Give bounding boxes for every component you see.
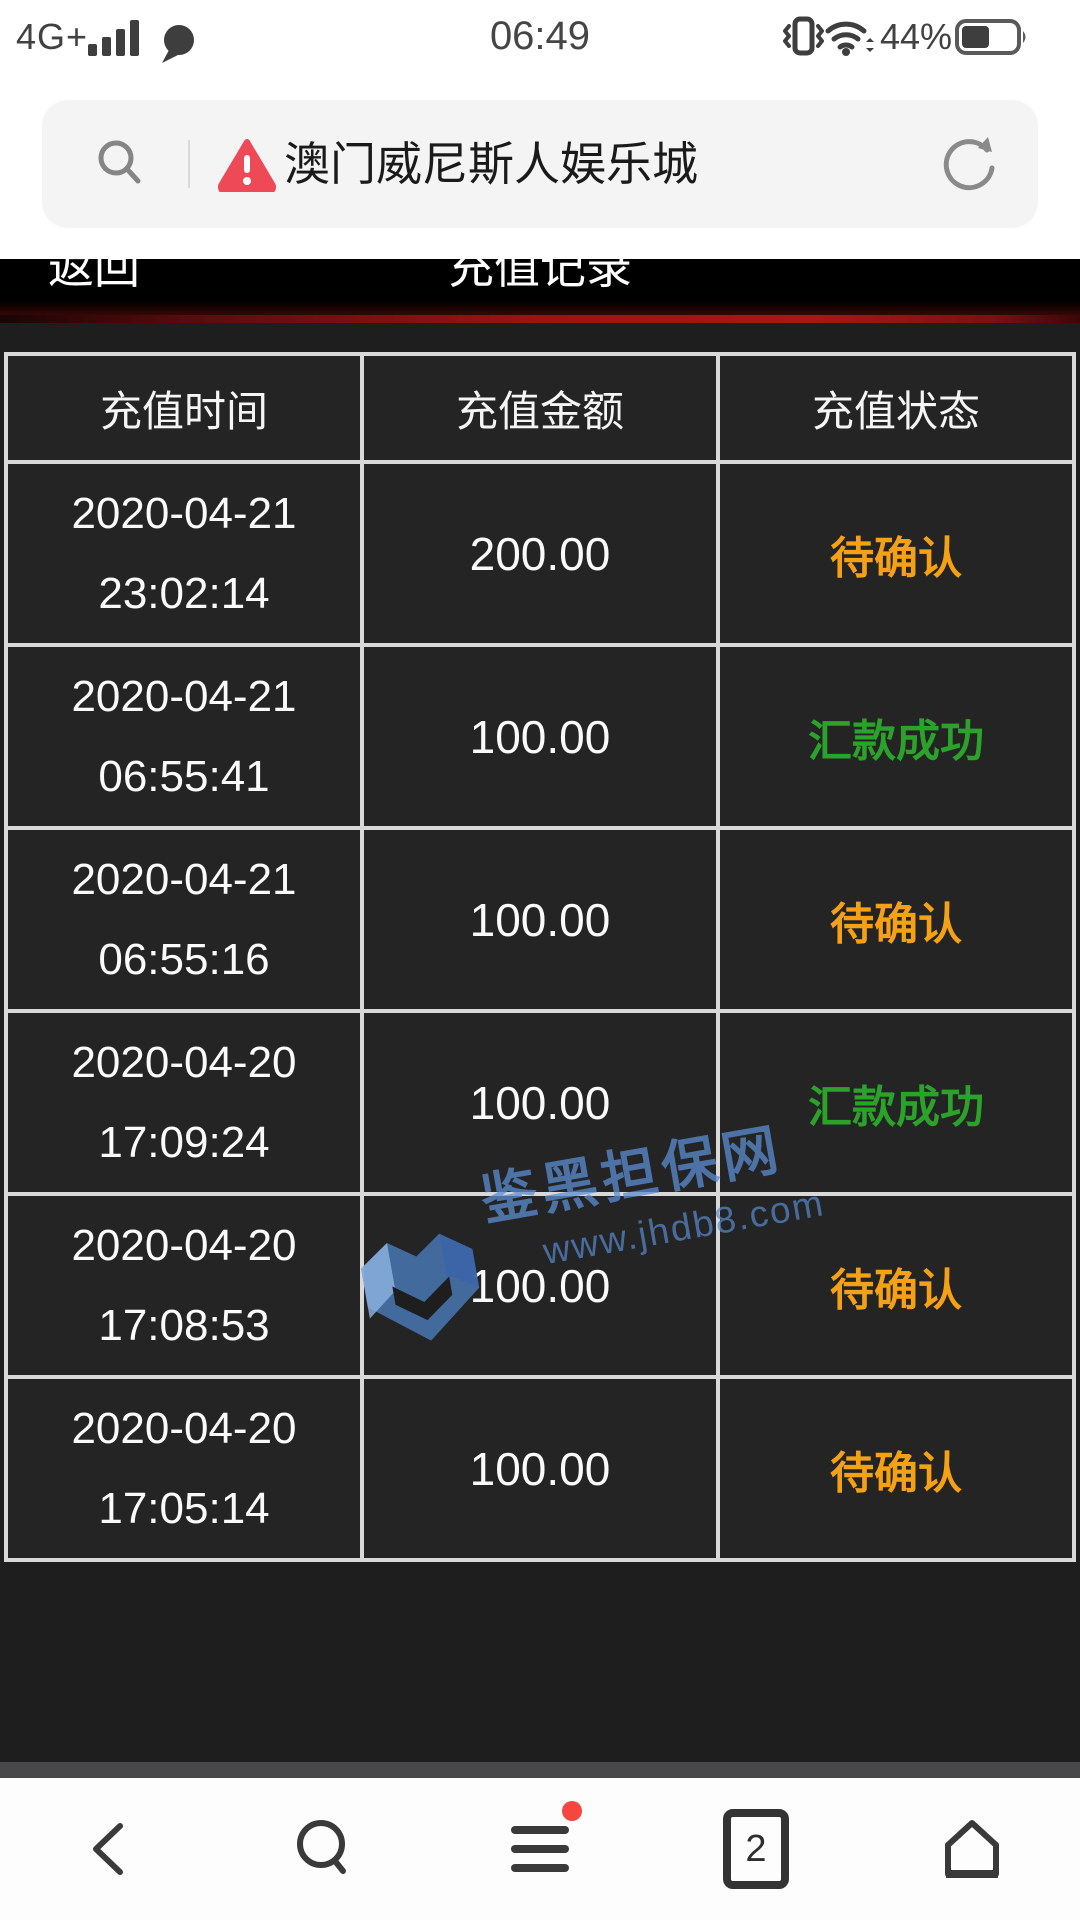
- recharge-date: 2020-04-21: [71, 671, 297, 721]
- table-row: 2020-04-21 06:55:16 100.00 待确认: [4, 826, 1076, 1013]
- status-badge: 汇款成功: [808, 1082, 984, 1132]
- header-accent-line: [0, 315, 1080, 323]
- table-row: 2020-04-20 17:05:14 100.00 待确认: [4, 1375, 1076, 1562]
- recharge-time: 17:05:14: [98, 1483, 270, 1533]
- recharge-date: 2020-04-20: [71, 1403, 297, 1453]
- recharge-amount: 100.00: [360, 1375, 720, 1562]
- site-header: 返回 充值记录: [0, 259, 1080, 315]
- home-icon: [945, 1820, 999, 1878]
- page-url-title: 澳门威尼斯人娱乐城: [284, 138, 698, 190]
- message-bubble-icon: [162, 25, 194, 63]
- recharge-time: 23:02:14: [98, 568, 270, 618]
- search-icon: [98, 140, 141, 184]
- network-type-label: 4G+: [16, 16, 89, 57]
- wifi-icon: [825, 21, 874, 56]
- browser-nav-bar: 2: [0, 1778, 1080, 1920]
- table-row: 2020-04-20 17:09:24 100.00 汇款成功: [4, 1009, 1076, 1196]
- recharge-date: 2020-04-21: [71, 488, 297, 538]
- battery-icon: [955, 19, 1026, 55]
- table-header-row: 充值时间 充值金额 充值状态: [4, 352, 1076, 464]
- recharge-amount: 100.00: [360, 1192, 720, 1379]
- battery-percent-label: 44%: [880, 16, 953, 57]
- column-header-time: 充值时间: [4, 352, 364, 464]
- page-title: 充值记录: [448, 259, 632, 293]
- recharge-amount: 100.00: [360, 643, 720, 830]
- nav-search-button[interactable]: [264, 1799, 384, 1899]
- status-badge: 待确认: [830, 899, 962, 949]
- table-row: 2020-04-21 23:02:14 200.00 待确认: [4, 460, 1076, 647]
- signal-strength-icon: [88, 20, 139, 56]
- recharge-amount: 200.00: [360, 460, 720, 647]
- notification-dot: [562, 1801, 582, 1821]
- table-row: 2020-04-21 06:55:41 100.00 汇款成功: [4, 643, 1076, 830]
- status-bar: 4G+ 06:49 44%: [0, 0, 1080, 98]
- search-icon: [297, 1820, 346, 1874]
- table-row: 2020-04-20 17:08:53 100.00 待确认: [4, 1192, 1076, 1379]
- nav-menu-button[interactable]: [480, 1799, 600, 1899]
- nav-tabs-button[interactable]: 2: [696, 1799, 816, 1899]
- recharge-amount: 100.00: [360, 826, 720, 1013]
- status-badge: 待确认: [830, 533, 962, 583]
- recharge-date: 2020-04-20: [71, 1220, 297, 1270]
- tab-count-icon: 2: [723, 1809, 789, 1889]
- status-badge: 汇款成功: [808, 716, 984, 766]
- recharge-table: 充值时间 充值金额 充值状态 2020-04-21 23:02:14 200.0…: [4, 352, 1076, 1562]
- status-badge: 待确认: [830, 1448, 962, 1498]
- recharge-amount: 100.00: [360, 1009, 720, 1196]
- recharge-time: 17:09:24: [98, 1117, 270, 1167]
- divider: [188, 140, 190, 188]
- nav-shadow-strip: [0, 1762, 1080, 1778]
- column-header-amount: 充值金额: [360, 352, 720, 464]
- nav-back-button[interactable]: [48, 1799, 168, 1899]
- status-badge: 待确认: [830, 1265, 962, 1315]
- clock: 06:49: [489, 14, 591, 58]
- refresh-icon[interactable]: [938, 132, 1002, 196]
- menu-icon: [511, 1826, 569, 1872]
- browser-address-bar[interactable]: 澳门威尼斯人娱乐城: [42, 100, 1038, 228]
- recharge-date: 2020-04-20: [71, 1037, 297, 1087]
- warning-icon: [218, 139, 276, 192]
- recharge-time: 06:55:16: [98, 934, 270, 984]
- back-button[interactable]: 返回: [48, 259, 140, 293]
- nav-home-button[interactable]: [912, 1799, 1032, 1899]
- recharge-time: 17:08:53: [98, 1300, 270, 1350]
- recharge-time: 06:55:41: [98, 751, 270, 801]
- chevron-left-icon: [93, 1823, 123, 1875]
- page-content: 充值时间 充值金额 充值状态 2020-04-21 23:02:14 200.0…: [0, 323, 1080, 1762]
- column-header-status: 充值状态: [716, 352, 1076, 464]
- vibrate-icon: [783, 16, 824, 56]
- tab-count-label: 2: [745, 1827, 767, 1870]
- recharge-date: 2020-04-21: [71, 854, 297, 904]
